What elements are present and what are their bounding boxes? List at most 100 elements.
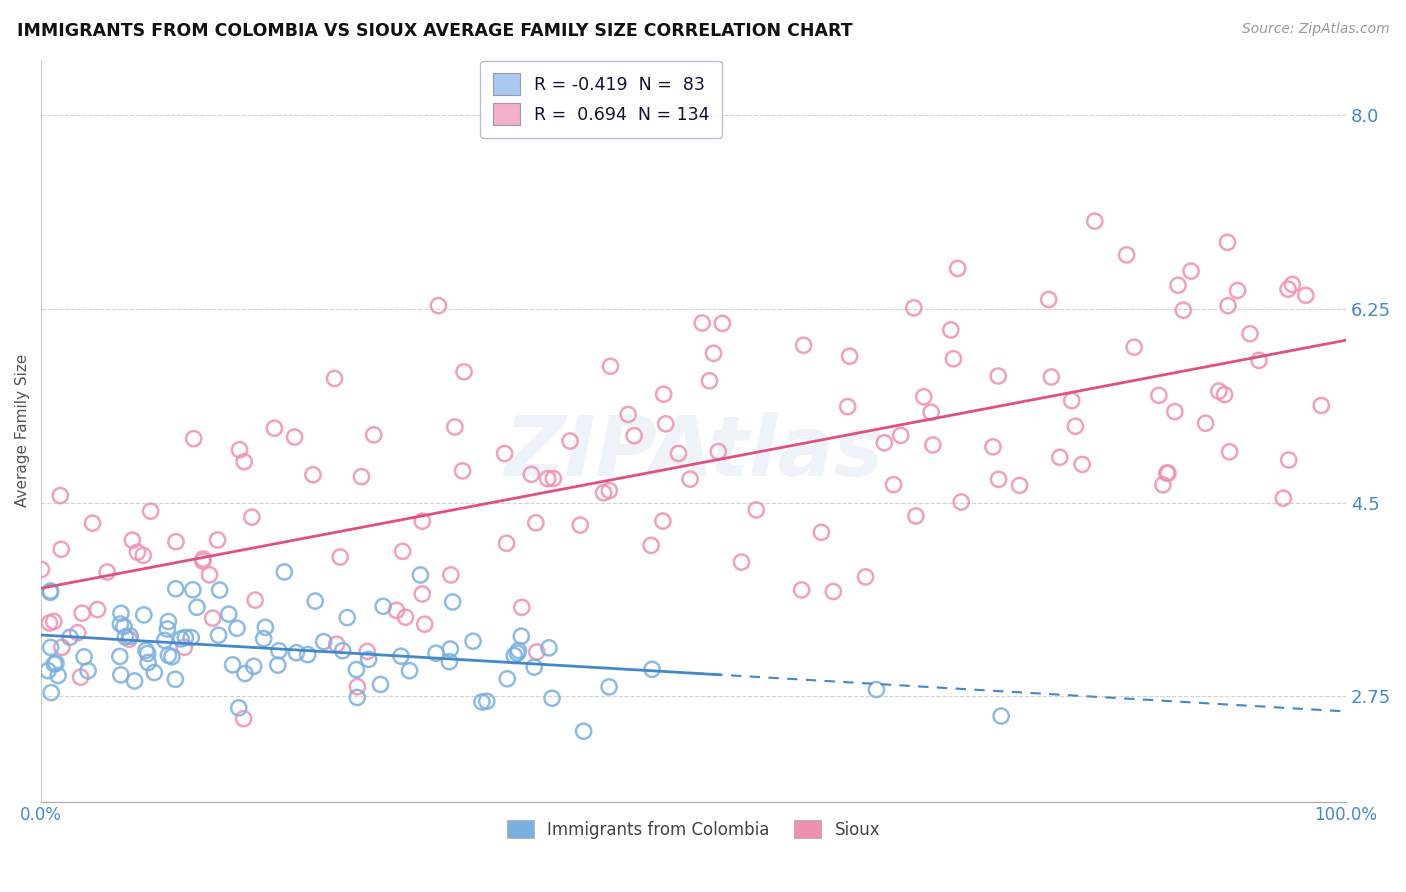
Point <box>143 665 166 680</box>
Point <box>508 643 530 657</box>
Point <box>243 593 266 607</box>
Point <box>394 610 416 624</box>
Point <box>1226 284 1249 298</box>
Point <box>120 629 142 643</box>
Text: ZIPAtlas: ZIPAtlas <box>503 412 883 493</box>
Point <box>66 625 89 640</box>
Point <box>912 390 935 404</box>
Point <box>510 629 533 643</box>
Point <box>156 622 179 636</box>
Point <box>1164 404 1187 418</box>
Point <box>181 582 204 597</box>
Point <box>69 670 91 684</box>
Point <box>186 600 208 615</box>
Point <box>232 712 254 726</box>
Point <box>160 649 183 664</box>
Point <box>520 467 543 482</box>
Point <box>471 695 494 709</box>
Point <box>1310 399 1333 413</box>
Point <box>132 549 155 563</box>
Point <box>1173 303 1195 318</box>
Point <box>228 442 250 457</box>
Point <box>1064 419 1087 434</box>
Point <box>707 444 730 458</box>
Y-axis label: Average Family Size: Average Family Size <box>15 354 30 508</box>
Point <box>494 446 516 460</box>
Point <box>127 545 149 559</box>
Point <box>942 351 965 366</box>
Point <box>46 668 69 682</box>
Point <box>112 619 135 633</box>
Point <box>890 428 912 442</box>
Point <box>537 640 560 655</box>
Point <box>990 709 1012 723</box>
Point <box>183 432 205 446</box>
Point <box>1277 282 1299 296</box>
Point <box>191 552 214 566</box>
Point <box>837 400 859 414</box>
Point <box>240 510 263 524</box>
Point <box>174 631 197 645</box>
Point <box>453 365 475 379</box>
Point <box>427 299 450 313</box>
Point <box>39 585 62 599</box>
Point <box>523 660 546 674</box>
Point <box>873 435 896 450</box>
Point <box>51 640 73 655</box>
Point <box>510 600 533 615</box>
Point <box>987 369 1010 384</box>
Point <box>218 607 240 621</box>
Point <box>503 648 526 663</box>
Point <box>411 587 433 601</box>
Point <box>1213 387 1236 401</box>
Point <box>201 611 224 625</box>
Point <box>409 568 432 582</box>
Point <box>524 516 547 530</box>
Point <box>1180 264 1202 278</box>
Point <box>51 542 73 557</box>
Point <box>598 483 620 498</box>
Point <box>207 533 229 547</box>
Point <box>302 467 325 482</box>
Point <box>124 673 146 688</box>
Point <box>356 644 378 658</box>
Point <box>82 516 104 530</box>
Point <box>336 610 359 624</box>
Point <box>44 657 66 671</box>
Point <box>572 724 595 739</box>
Point <box>391 544 413 558</box>
Point <box>592 485 614 500</box>
Point <box>1084 214 1107 228</box>
Point <box>1157 466 1180 480</box>
Point <box>641 662 664 676</box>
Point <box>1147 388 1170 402</box>
Point <box>1071 458 1094 472</box>
Point <box>191 554 214 568</box>
Point <box>790 582 813 597</box>
Point <box>1123 340 1146 354</box>
Point <box>357 652 380 666</box>
Point <box>208 583 231 598</box>
Point <box>1239 326 1261 341</box>
Point <box>42 615 65 629</box>
Point <box>346 690 368 705</box>
Point <box>170 632 193 646</box>
Point <box>165 534 187 549</box>
Point <box>904 508 927 523</box>
Point <box>946 261 969 276</box>
Point <box>920 405 942 419</box>
Point <box>1115 248 1137 262</box>
Point <box>679 472 702 486</box>
Point <box>45 657 67 671</box>
Point <box>73 649 96 664</box>
Point <box>541 691 564 706</box>
Point <box>838 349 860 363</box>
Point <box>823 584 845 599</box>
Point <box>37 664 59 678</box>
Point <box>413 617 436 632</box>
Point <box>346 680 368 694</box>
Point <box>668 446 690 460</box>
Point <box>475 694 498 708</box>
Point <box>325 637 347 651</box>
Point <box>350 469 373 483</box>
